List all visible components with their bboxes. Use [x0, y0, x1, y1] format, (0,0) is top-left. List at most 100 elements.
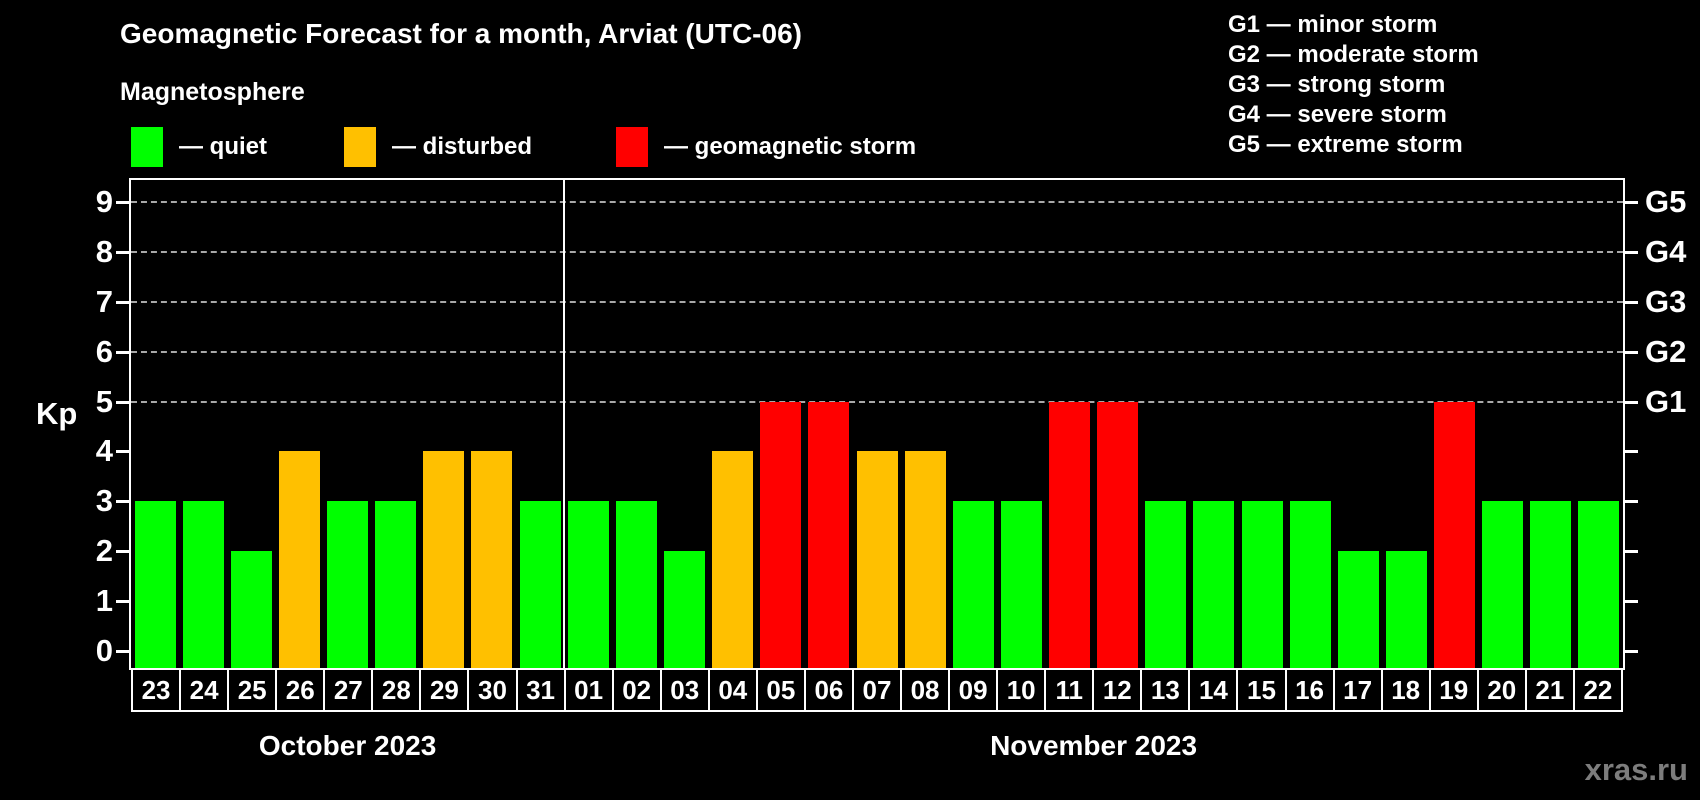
legend-swatch-disturbed — [344, 127, 376, 167]
g-axis-tick — [1625, 300, 1638, 304]
legend-item-storm: — geomagnetic storm — [616, 126, 916, 168]
gridline-kp6 — [131, 350, 1623, 353]
month-label-0: October 2023 — [258, 730, 437, 761]
legend-item-quiet: — quiet — [131, 126, 267, 168]
kp-axis-tick — [116, 200, 129, 204]
kp-bar — [182, 501, 224, 668]
kp-bar — [1193, 501, 1235, 668]
kp-bar — [423, 451, 465, 668]
kp-bar — [808, 401, 850, 668]
day-label: 31 — [515, 668, 566, 712]
kp-bar — [1049, 401, 1091, 668]
kp-axis-tick — [116, 300, 129, 304]
day-label: 21 — [1524, 668, 1575, 712]
kp-bar — [1289, 501, 1331, 668]
day-label: 28 — [371, 668, 422, 712]
legend-label-storm: — geomagnetic storm — [664, 133, 917, 160]
kp-bar — [1385, 551, 1427, 668]
day-label: 19 — [1428, 668, 1479, 712]
g-scale-legend-line: G1 — minor storm — [1228, 11, 1438, 38]
kp-axis-tick — [116, 450, 129, 454]
g-axis-tick — [1625, 200, 1638, 204]
day-label: 02 — [611, 668, 662, 712]
day-label: 08 — [900, 668, 951, 712]
kp-bar — [278, 451, 320, 668]
kp-bar — [230, 551, 272, 668]
day-label: 27 — [323, 668, 374, 712]
day-label: 01 — [563, 668, 614, 712]
kp-bar — [567, 501, 609, 668]
month-separator-line — [563, 180, 566, 668]
day-label: 15 — [1236, 668, 1287, 712]
g-axis-tick — [1625, 350, 1638, 354]
day-label: 20 — [1476, 668, 1527, 712]
kp-bar — [1337, 551, 1379, 668]
kp-bar — [760, 401, 802, 668]
g-axis-tick-label: G4 — [1645, 233, 1687, 269]
magnetosphere-legend-title: Magnetosphere — [120, 78, 305, 106]
kp-axis-tick-label: 9 — [95, 183, 113, 219]
kp-bar — [1578, 501, 1620, 668]
g-axis-tick — [1625, 650, 1638, 653]
g-axis-tick — [1625, 250, 1638, 254]
kp-axis-tick-label: 6 — [95, 333, 113, 369]
kp-axis-tick — [116, 500, 129, 504]
g-scale-legend-line: G4 — severe storm — [1228, 101, 1447, 128]
kp-bar — [519, 501, 561, 668]
day-label: 10 — [996, 668, 1047, 712]
g-scale-legend-line: G2 — moderate storm — [1228, 41, 1479, 68]
kp-bar — [375, 501, 417, 668]
day-label: 30 — [467, 668, 518, 712]
g-scale-legend-line: G3 — strong storm — [1228, 71, 1446, 98]
kp-axis-tick — [116, 250, 129, 254]
kp-bar — [952, 501, 994, 668]
kp-axis-tick — [116, 400, 129, 404]
day-label: 06 — [803, 668, 854, 712]
kp-bar — [1000, 501, 1042, 668]
gridline-kp8 — [131, 250, 1623, 253]
gridline-kp5 — [131, 400, 1623, 403]
kp-bar — [904, 451, 946, 668]
day-label: 22 — [1572, 668, 1623, 712]
day-label: 26 — [275, 668, 326, 712]
day-label: 18 — [1380, 668, 1431, 712]
kp-bar — [134, 501, 176, 668]
g-axis-tick — [1625, 500, 1638, 504]
kp-bar — [1482, 501, 1524, 668]
kp-axis-tick-label: 2 — [95, 533, 113, 569]
gridline-kp9 — [131, 200, 1623, 203]
day-label: 12 — [1092, 668, 1143, 712]
kp-bar — [471, 451, 513, 668]
g-axis-tick — [1625, 450, 1638, 454]
g-axis-tick — [1625, 400, 1638, 404]
day-label-band: 23 24 25 26 27 28 29 30 31 01 02 03 04 05 06 07 08 09 10 11… — [131, 668, 1623, 712]
kp-bar — [1145, 501, 1187, 668]
kp-bar — [327, 501, 369, 668]
chart-title: Geomagnetic Forecast for a month, Arviat… — [120, 18, 802, 49]
month-label-1: November 2023 — [990, 730, 1198, 761]
kp-axis-tick-label: 1 — [95, 583, 113, 619]
kp-bar — [856, 451, 898, 668]
kp-axis-label: Kp — [36, 396, 78, 431]
kp-axis-tick — [116, 650, 129, 653]
kp-bar — [1241, 501, 1283, 668]
g-axis-tick-label: G5 — [1645, 183, 1687, 219]
day-label: 09 — [948, 668, 999, 712]
kp-bar — [1434, 401, 1476, 668]
gridline-kp7 — [131, 300, 1623, 303]
g-axis-tick — [1625, 550, 1638, 554]
kp-axis-tick-label: 4 — [95, 433, 113, 469]
kp-bar — [1530, 501, 1572, 668]
day-label: 07 — [851, 668, 902, 712]
day-label: 24 — [179, 668, 230, 712]
kp-axis-tick-label: 8 — [95, 233, 113, 269]
day-label: 13 — [1140, 668, 1191, 712]
kp-bar — [712, 451, 754, 668]
kp-axis-tick — [116, 350, 129, 354]
day-label: 17 — [1332, 668, 1383, 712]
legend-swatch-quiet — [131, 127, 163, 167]
kp-axis-tick-label: 7 — [95, 283, 113, 319]
watermark: xras.ru — [1584, 752, 1688, 787]
legend-label-quiet: — quiet — [179, 133, 267, 160]
